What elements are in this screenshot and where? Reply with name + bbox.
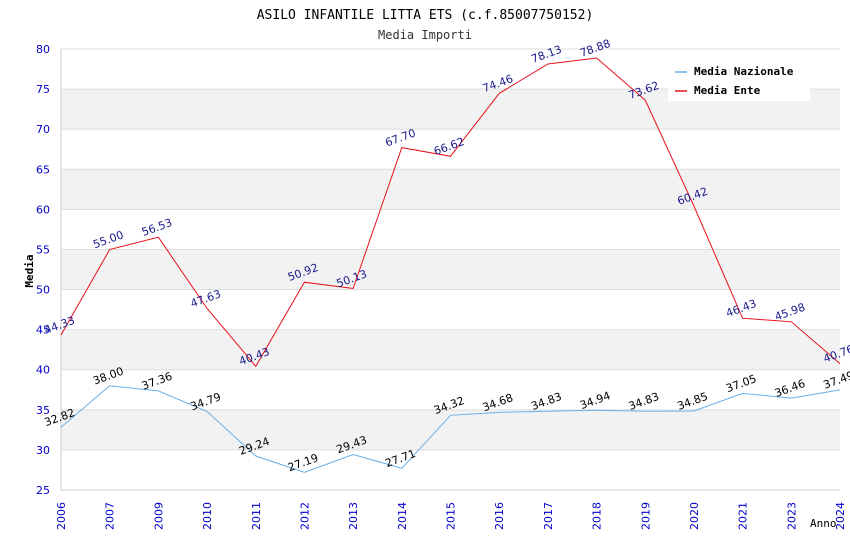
band-40 — [61, 329, 840, 370]
y-tick-25: 25 — [36, 484, 50, 497]
chart-title: ASILO INFANTILE LITTA ETS (c.f.850077501… — [257, 8, 594, 23]
y-tick-60: 60 — [36, 203, 50, 216]
series-lines — [60, 57, 841, 473]
y-tick-55: 55 — [36, 243, 50, 256]
legend-box — [668, 58, 810, 101]
x-tick-2015: 2015 — [445, 502, 458, 530]
data-label-media-ente: 46.43 — [724, 297, 758, 320]
data-label-media-ente: 66.62 — [432, 135, 466, 158]
data-label-media-nazionale: 34.94 — [578, 389, 612, 412]
y-tick-50: 50 — [36, 284, 50, 297]
x-tick-2011: 2011 — [250, 502, 263, 530]
x-tick-2013: 2013 — [347, 502, 360, 530]
chart-subtitle: Media Importi — [378, 28, 472, 42]
legend-label-media-ente: Media Ente — [694, 84, 761, 97]
x-tick-2020: 2020 — [688, 502, 701, 530]
axes — [60, 49, 840, 491]
series-line-media-ente — [60, 57, 841, 368]
x-tick-2012: 2012 — [298, 502, 311, 530]
legend-label-media-nazionale: Media Nazionale — [694, 65, 794, 78]
data-label-media-ente: 78.88 — [578, 37, 612, 60]
x-tick-2017: 2017 — [542, 502, 555, 530]
legend: Media Nazionale Media Ente — [668, 58, 810, 101]
y-axis-ticks: 25 30 35 40 45 50 55 60 65 70 75 80 — [36, 43, 50, 497]
data-label-media-ente: 67.70 — [383, 126, 417, 149]
band-60 — [61, 169, 840, 210]
gridlines — [61, 48, 840, 491]
x-tick-2010: 2010 — [201, 502, 214, 530]
y-tick-80: 80 — [36, 43, 50, 56]
x-tick-2023: 2023 — [785, 502, 798, 530]
data-label-media-nazionale: 37.49 — [822, 369, 850, 392]
x-axis-label: Anno — [810, 517, 837, 530]
y-tick-70: 70 — [36, 123, 50, 136]
data-label-media-nazionale: 27.19 — [286, 451, 320, 474]
band-30 — [61, 409, 840, 450]
data-label-media-nazionale: 37.05 — [724, 372, 758, 395]
data-label-media-nazionale: 37.36 — [140, 370, 174, 393]
y-tick-65: 65 — [36, 163, 50, 176]
background-bands — [61, 89, 840, 450]
x-tick-2016: 2016 — [493, 502, 506, 530]
y-tick-35: 35 — [36, 404, 50, 417]
y-tick-45: 45 — [36, 324, 50, 337]
y-tick-40: 40 — [36, 364, 50, 377]
x-tick-2018: 2018 — [591, 502, 604, 530]
x-tick-2019: 2019 — [639, 502, 652, 530]
x-tick-2014: 2014 — [396, 502, 409, 530]
x-tick-2006: 2006 — [55, 502, 68, 530]
data-label-media-ente: 56.53 — [140, 216, 174, 239]
x-axis-ticks: 2006 2007 2009 2010 2011 2012 2013 2014 2015 2016… — [55, 502, 847, 530]
series-line-media-nazionale — [60, 385, 841, 473]
x-tick-2007: 2007 — [104, 502, 117, 530]
x-tick-2009: 2009 — [152, 502, 165, 530]
y-tick-75: 75 — [36, 83, 50, 96]
x-tick-2021: 2021 — [737, 502, 750, 530]
data-label-media-ente: 45.98 — [773, 301, 807, 324]
x-tick-2024: 2024 — [834, 502, 847, 530]
y-axis-label: Media — [23, 254, 36, 287]
data-label-media-ente: 55.00 — [91, 228, 125, 251]
band-50 — [61, 249, 840, 290]
y-tick-30: 30 — [36, 444, 50, 457]
data-label-media-nazionale: 27.71 — [383, 447, 417, 470]
